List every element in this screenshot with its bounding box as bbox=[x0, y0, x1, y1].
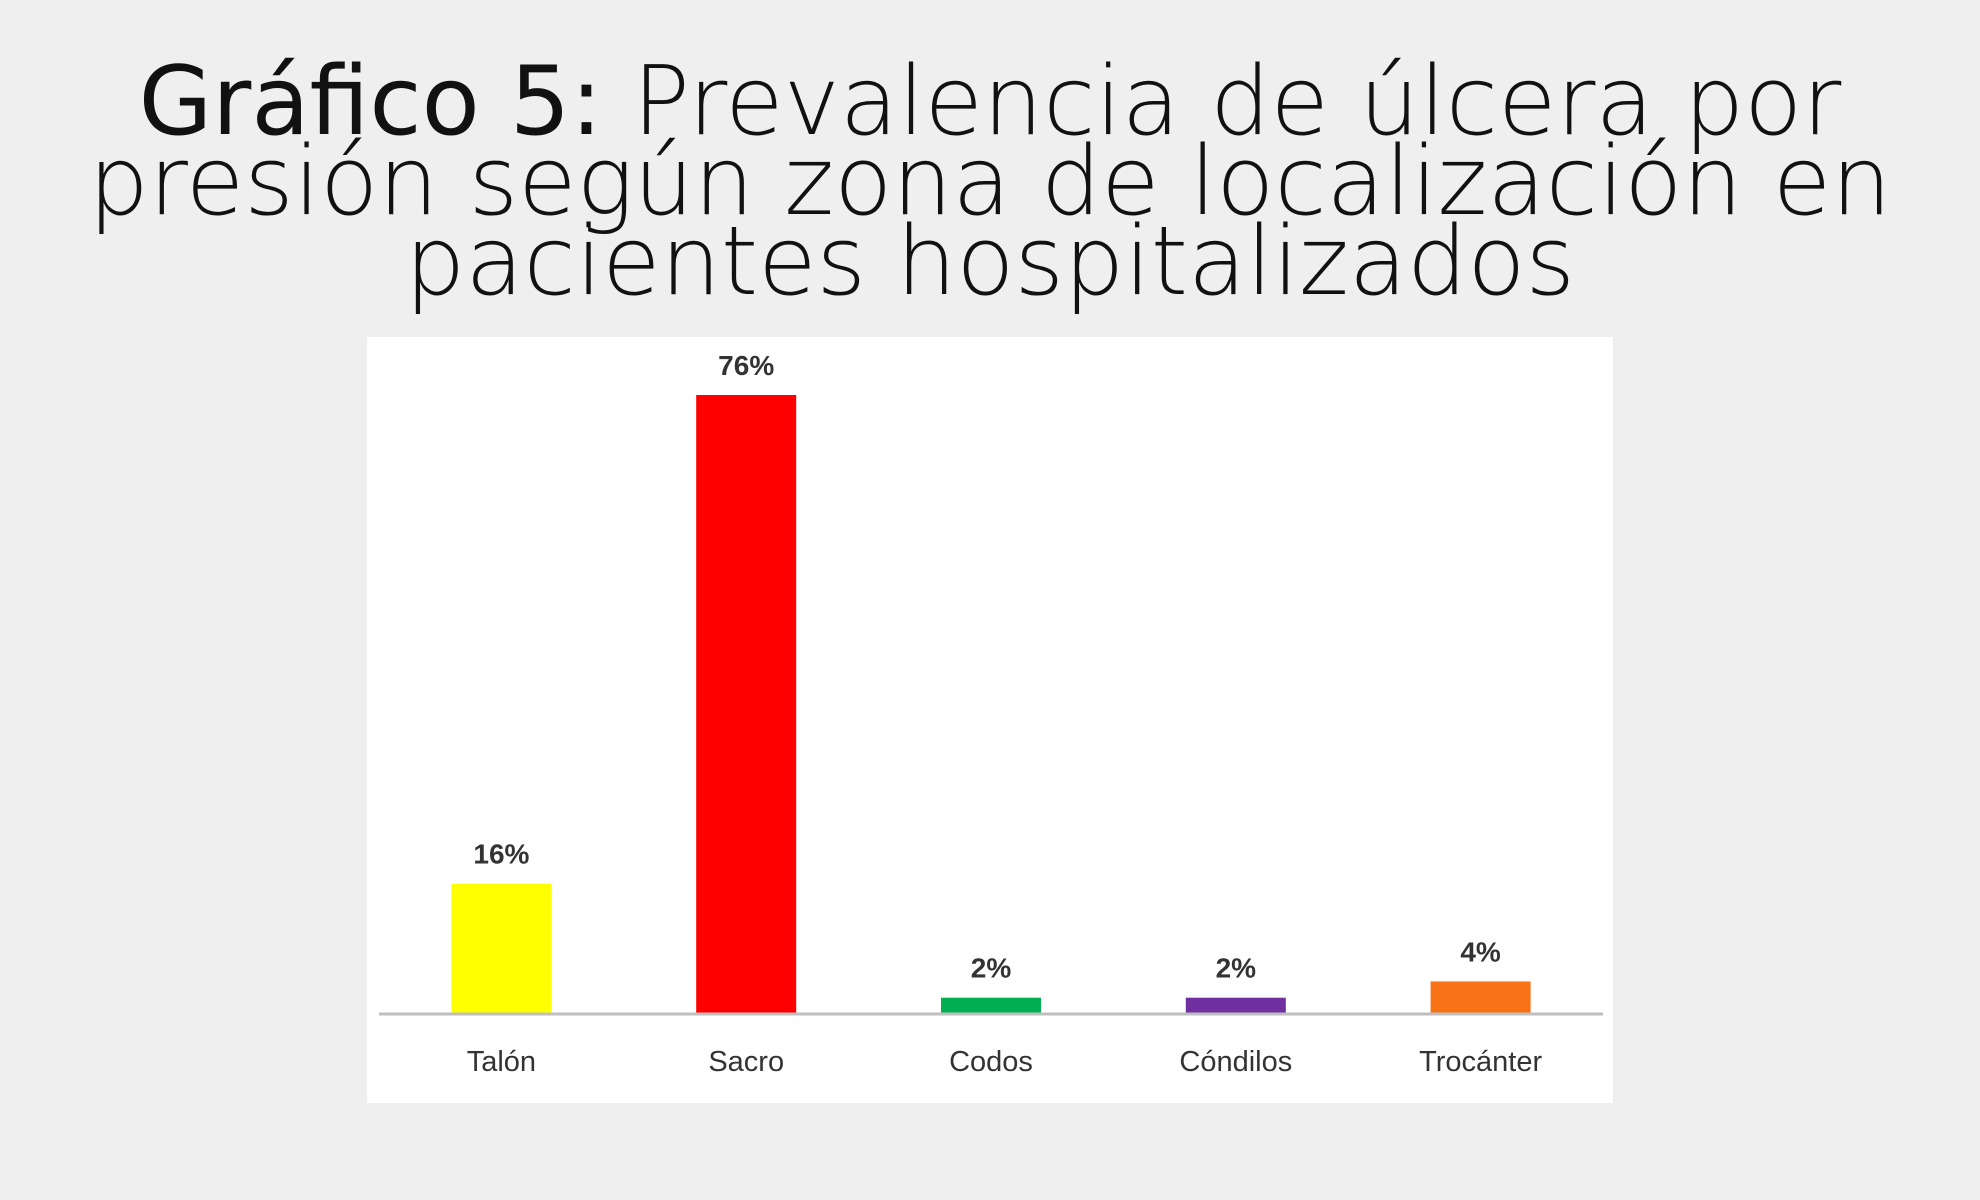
bars-layer bbox=[451, 395, 1531, 1014]
data-label-trocanter: 4% bbox=[1460, 936, 1501, 967]
chart-panel: 16% Talón 76% Sacro 2% Codos 2% Cóndilos 4% Trocá… bbox=[367, 337, 1613, 1103]
chart-title-prefix: Gráfico 5: bbox=[138, 47, 603, 157]
bar-sacro bbox=[696, 395, 797, 1014]
bar-condilos bbox=[1185, 997, 1286, 1014]
data-label-sacro: 76% bbox=[718, 350, 774, 381]
category-label-trocanter: Trocánter bbox=[1419, 1046, 1542, 1078]
chart-title-text: Prevalencia de úlcera por presión según … bbox=[88, 47, 1892, 317]
bar-codos bbox=[941, 997, 1041, 1014]
data-label-talon: 16% bbox=[473, 839, 529, 870]
bar-talon bbox=[451, 883, 552, 1014]
labels-layer: 16% Talón 76% Sacro 2% Codos 2% Cóndilos 4% Trocá… bbox=[467, 350, 1543, 1078]
category-label-condilos: Cóndilos bbox=[1179, 1046, 1292, 1078]
chart-title: Gráfico 5: Prevalencia de úlcera por pre… bbox=[40, 55, 1940, 310]
bar-trocanter bbox=[1430, 981, 1531, 1014]
data-label-codos: 2% bbox=[971, 953, 1012, 984]
category-label-talon: Talón bbox=[467, 1046, 536, 1078]
data-label-condilos: 2% bbox=[1216, 953, 1257, 984]
bar-chart: 16% Talón 76% Sacro 2% Codos 2% Cóndilos 4% Trocá… bbox=[379, 350, 1603, 1078]
category-label-codos: Codos bbox=[949, 1046, 1033, 1078]
category-label-sacro: Sacro bbox=[708, 1046, 784, 1078]
